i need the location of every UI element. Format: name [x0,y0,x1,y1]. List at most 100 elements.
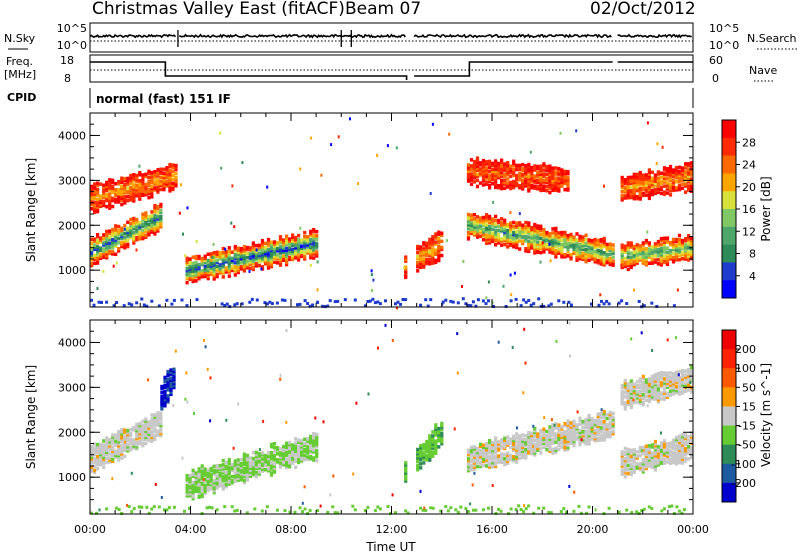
echo-cell [309,450,313,455]
echo-cell [416,451,420,456]
echo-cell [306,237,310,241]
echo-cell [153,218,157,222]
echo-cell [542,178,546,182]
echo-cell [680,172,685,176]
echo-cell [563,169,567,174]
echo-cell [596,432,600,437]
echo-cell [644,456,648,461]
echo-cell [90,253,94,258]
echo-cell [481,217,486,222]
echo-cell [478,448,483,453]
echo-cell [545,234,549,239]
echo-cell [521,239,525,244]
echo-cell [554,186,558,190]
colorbar-tick-label: 24 [742,159,756,172]
echo-cell [653,441,657,446]
echo-cell [629,179,633,184]
echo-cell [551,431,555,435]
echo-cell [494,234,498,239]
echo-cell [114,200,118,204]
echo-cell [599,254,603,258]
echo-cell [584,417,588,422]
echo-cell [653,260,657,264]
echo-cell [524,454,528,458]
echo-cell [288,237,292,241]
echo-cell [524,172,528,176]
echo-cell [506,177,510,181]
echo-cell [620,383,624,388]
echo-cell [126,220,130,224]
echo-cell [90,249,94,254]
echo-cell [135,424,139,429]
ground-scatter-cell [620,299,624,303]
echo-cell [105,186,109,191]
echo-cell [93,204,97,209]
echo-cell [494,440,498,444]
echo-cell [626,259,630,263]
echo-cell [206,472,210,476]
echo-cell [191,496,195,501]
echo-cell [611,419,615,424]
echo-cell [93,452,97,456]
echo-cell [404,269,408,273]
echo-cell [542,437,546,442]
echo-cell [191,492,195,497]
echo-cell [434,252,438,256]
echo-cell [117,180,121,184]
echo-cell [285,451,289,456]
echo-cell [147,181,151,186]
echo-cell [599,246,603,250]
echo-cell [518,436,522,440]
echo-cell [527,439,531,443]
echo-cell [188,277,192,282]
echo-cell [677,382,682,386]
echo-cell [599,258,603,262]
echo-cell [105,442,109,446]
echo-cell [159,202,163,207]
echo-cell [611,431,615,436]
noise-cell [154,482,157,486]
echo-cell [608,260,612,265]
echo-cell [425,249,429,254]
echo-cell [674,243,679,248]
echo-cell [285,445,289,449]
ground-scatter-cell [115,301,119,304]
echo-cell [191,261,195,265]
echo-cell [203,270,207,275]
echo-cell [635,172,639,177]
echo-cell [478,444,483,449]
ground-scatter-cell [303,507,307,511]
echo-cell [647,255,651,259]
echo-cell [132,220,136,225]
echo-cell [512,440,516,445]
echo-cell [251,466,255,471]
echo-cell [629,381,633,385]
ground-scatter-cell [484,302,488,306]
echo-cell [114,232,118,236]
echo-cell [563,230,567,235]
echo-cell [144,423,148,427]
echo-cell [419,259,423,263]
echo-cell [147,169,151,174]
echo-cell [635,466,639,470]
echo-cell [437,431,441,435]
echo-cell [527,187,531,191]
echo-cell [99,182,103,186]
echo-cell [503,228,507,233]
noise-cell [502,284,505,288]
echo-cell [200,494,204,499]
echo-cell [135,175,139,180]
echo-cell [236,256,240,261]
echo-cell [123,195,127,199]
echo-cell [144,419,148,423]
echo-cell [623,196,627,200]
echo-cell [138,231,142,235]
echo-cell [278,241,283,245]
echo-cell [114,433,118,437]
echo-cell [638,463,642,468]
echo-cell [236,460,240,464]
echo-cell [650,178,654,183]
echo-cell [472,217,477,221]
echo-cell [123,237,127,242]
echo-cell [194,489,198,493]
